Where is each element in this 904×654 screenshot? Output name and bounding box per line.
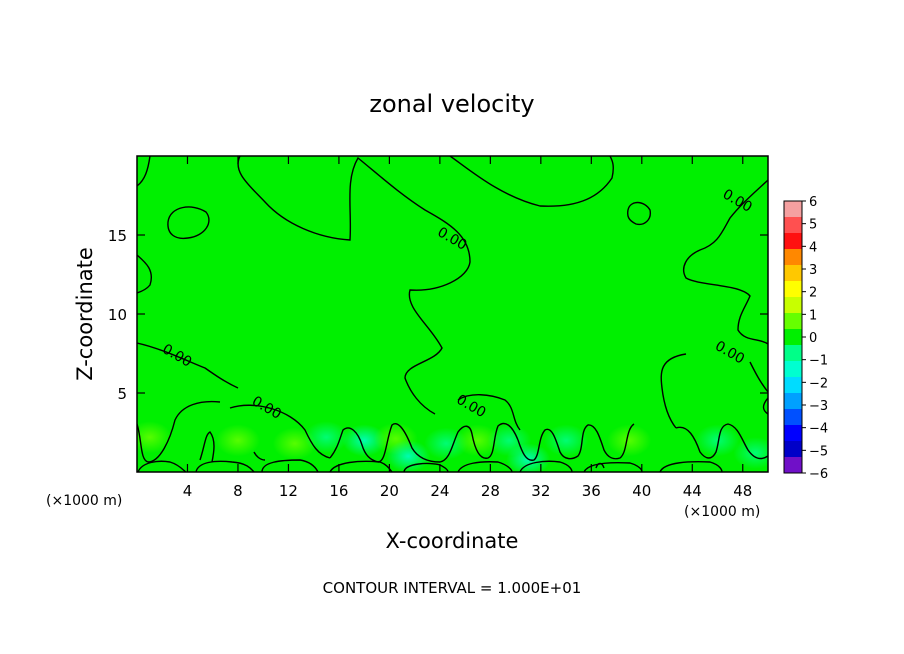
velocity-anomaly	[607, 424, 652, 457]
colorbar-swatch	[784, 217, 802, 234]
velocity-anomaly	[342, 424, 387, 457]
x-tick-label: 16	[329, 482, 348, 500]
colorbar-tick-label: 2	[809, 286, 817, 301]
plot-area: 0.000.000.00 0.000.00 0.00	[136, 155, 769, 473]
colorbar-tick-label: 4	[809, 240, 817, 255]
colorbar-tick-label: 5	[809, 218, 817, 233]
x-tick-label: 20	[380, 482, 399, 500]
colorbar-tick-label: 3	[809, 263, 817, 278]
colorbar-swatch	[784, 313, 802, 330]
colorbar-tick-label: 1	[809, 308, 817, 323]
velocity-anomaly	[455, 424, 500, 457]
x-tick-label: 48	[733, 482, 752, 500]
colorbar-swatch	[784, 441, 802, 458]
velocity-anomaly	[506, 443, 551, 472]
contour-line	[261, 459, 319, 472]
velocity-anomaly	[137, 421, 172, 454]
contour-line	[762, 397, 768, 415]
chart-title: zonal velocity	[369, 90, 534, 118]
contour-line	[457, 394, 521, 431]
contour-line	[627, 201, 651, 226]
contour-line	[137, 460, 187, 472]
x-tick-label: 28	[481, 482, 500, 500]
colorbar-swatch	[784, 297, 802, 314]
colorbar-tick-label: −6	[809, 467, 828, 482]
y-tick-label: 5	[117, 385, 127, 403]
colorbar-tick-label: −1	[809, 354, 828, 369]
colorbar-tick-label: 6	[809, 195, 817, 210]
contour-line	[519, 460, 573, 472]
contour-line	[195, 460, 255, 472]
colorbar-swatch	[784, 249, 802, 266]
colorbar: 6 5 4 3 2 1 0 −1 −2 −3 −4 −5 −6	[783, 195, 828, 482]
x-tick-label: 8	[233, 482, 243, 500]
x-axis-unit-right: (×1000 m)	[684, 504, 760, 520]
x-tick-label: 32	[531, 482, 550, 500]
contour-line	[457, 461, 513, 472]
colorbar-swatch	[784, 393, 802, 410]
contour-line	[137, 156, 151, 187]
field-background	[137, 156, 768, 472]
contour-line	[659, 461, 723, 472]
velocity-anomaly	[215, 424, 260, 457]
contour-line	[137, 254, 152, 294]
velocity-anomaly	[544, 424, 589, 457]
colorbar-swatch	[784, 201, 802, 218]
colorbar-swatch	[784, 345, 802, 362]
colorbar-swatch	[784, 281, 802, 298]
velocity-anomaly	[733, 437, 768, 470]
colorbar-tick-label: 0	[809, 331, 817, 346]
x-tick-label: 24	[430, 482, 449, 500]
velocity-anomaly	[304, 421, 349, 454]
y-tick-label: 10	[108, 306, 127, 324]
velocity-anomaly	[695, 424, 740, 457]
contour-line	[199, 431, 215, 463]
contour-line	[229, 404, 331, 459]
colorbar-swatch	[784, 233, 802, 250]
colorbar-tick-label: −2	[809, 376, 828, 391]
y-tick-label: 15	[108, 227, 127, 245]
contour-line	[253, 451, 266, 461]
contour-line	[660, 353, 687, 429]
contour-line	[449, 156, 614, 207]
contour-interval-note: CONTOUR INTERVAL = 1.000E+01	[323, 579, 582, 597]
x-axis-unit-left: (×1000 m)	[46, 493, 122, 509]
contour-line	[517, 423, 635, 461]
colorbar-swatch	[784, 329, 802, 346]
x-axis-label: X-coordinate	[386, 529, 519, 553]
colorbar-swatch	[784, 425, 802, 442]
contour-line	[749, 361, 768, 393]
contour-line	[237, 156, 471, 415]
y-axis: 5 10 15 Z-coordinate	[73, 227, 768, 403]
contour-line	[137, 342, 239, 389]
y-axis-label: Z-coordinate	[73, 247, 97, 381]
contour-line	[137, 400, 221, 463]
colorbar-tick-label: −3	[809, 399, 828, 414]
colorbar-tick-label: −5	[809, 444, 828, 459]
colorbar-swatch	[784, 377, 802, 394]
colorbar-swatch	[784, 457, 802, 474]
x-tick-label: 40	[632, 482, 651, 500]
x-tick-label: 36	[582, 482, 601, 500]
x-tick-label: 44	[683, 482, 702, 500]
colorbar-swatch	[784, 409, 802, 426]
x-tick-label: 12	[279, 482, 298, 500]
colorbar-swatch	[784, 265, 802, 282]
contour-line	[682, 179, 768, 345]
x-axis: 4 8 12 16 20 24 28 32 36 40 44 48 X-coordinate (×10…	[46, 156, 760, 553]
contour-line	[675, 423, 768, 460]
colorbar-swatch	[784, 361, 802, 378]
colorbar-tick-label: −4	[809, 422, 828, 437]
x-tick-label: 4	[183, 482, 193, 500]
contour-line	[167, 206, 210, 240]
contour-line	[595, 462, 605, 469]
contour-line	[329, 422, 519, 463]
